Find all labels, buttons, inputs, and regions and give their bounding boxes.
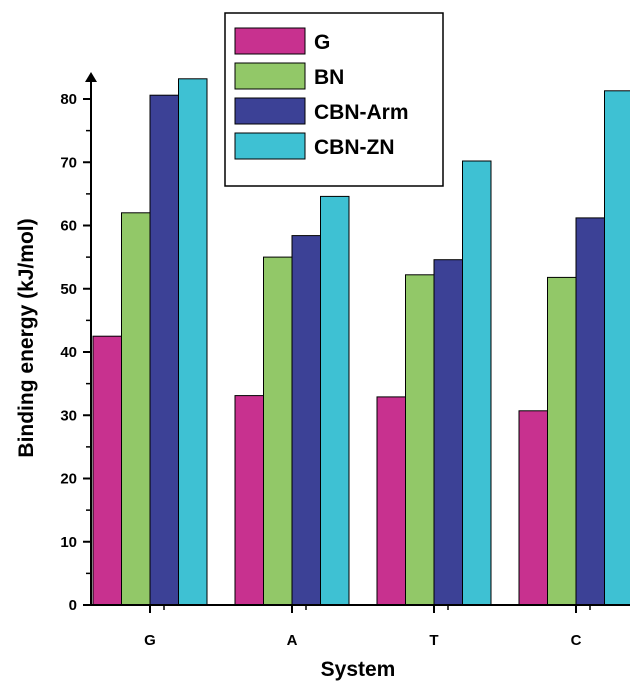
bar-bn-a [263,256,293,606]
bar-cbn-arm-a [291,235,321,606]
bar-cbn-arm-g [149,94,179,606]
y-tick-label: 10 [60,534,77,551]
y-tick-label: 20 [60,471,77,488]
y-tick-label: 50 [60,281,77,298]
y-tick-label: 0 [69,597,77,614]
y-axis-title: Binding energy (kJ/mol) [15,218,38,457]
axes-layer [83,72,630,606]
x-tick-label-c: C [571,632,582,649]
bar-cbn-zn-a [320,195,350,606]
bar-g-c [518,410,548,606]
legend-swatch-bn [234,62,306,90]
legend-label-g: G [314,31,330,54]
y-axis-arrow [85,72,97,82]
bar-cbn-arm-t [433,259,463,606]
bar-cbn-zn-t [462,160,492,606]
bar-cbn-arm-c [575,217,605,606]
legend-label-cbn-zn: CBN-ZN [314,136,394,159]
legend-label-cbn-arm: CBN-Arm [314,101,409,124]
bar-bn-t [405,274,435,606]
bar-bn-c [547,276,577,606]
x-tick-label-t: T [429,632,438,649]
y-tick-label: 30 [60,407,77,424]
y-ticks: 0 10 20 30 40 50 60 70 80 [60,91,91,614]
bar-g-t [376,396,406,606]
legend-swatch-g [234,27,306,55]
legend-label-bn: BN [314,66,344,89]
bar-bn-g [121,212,151,606]
bars-layer [92,78,630,606]
x-tick-label-a: A [287,632,298,649]
bar-cbn-zn-c [604,90,630,606]
y-tick-label: 80 [60,91,77,108]
bar-g-a [234,395,264,606]
y-tick-label: 60 [60,218,77,235]
legend: G BN CBN-Arm CBN-ZN [224,12,444,187]
y-tick-label: 70 [60,154,77,171]
x-tick-label-g: G [144,632,156,649]
bar-g-g [92,335,122,606]
x-axis-title: System [321,658,396,681]
legend-swatch-cbn-zn [234,132,306,160]
legend-swatch-cbn-arm [234,97,306,125]
bar-cbn-zn-g [178,78,208,606]
y-tick-label: 40 [60,344,77,361]
